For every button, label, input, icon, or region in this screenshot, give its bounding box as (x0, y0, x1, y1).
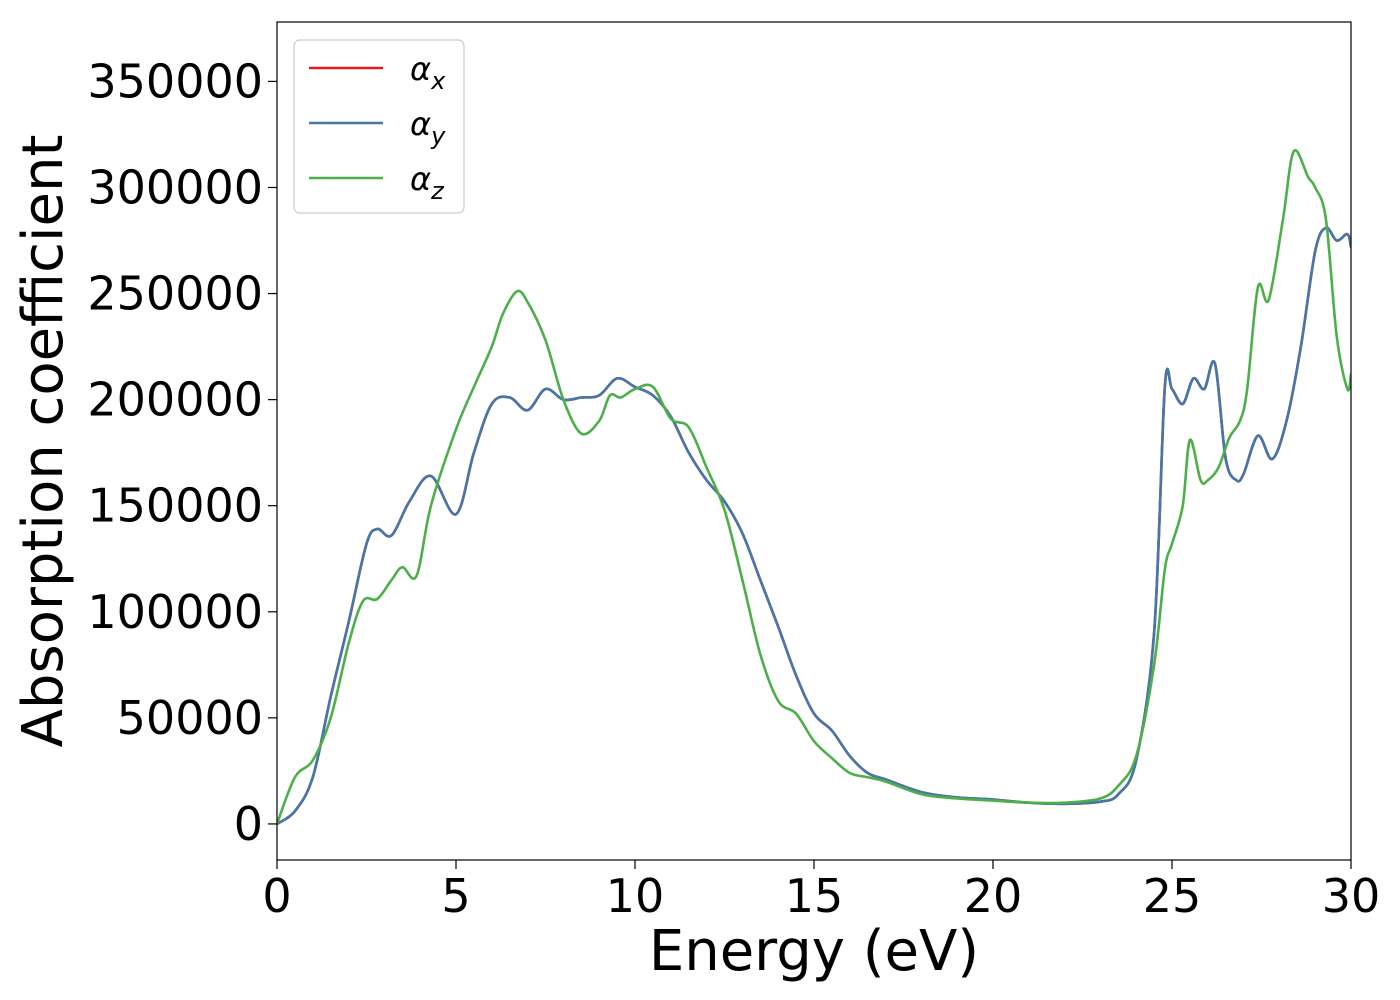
x-tick-label: 30 (1322, 869, 1381, 923)
y-tick-label: 200000 (87, 373, 263, 427)
y-tick-label: 100000 (87, 585, 263, 639)
series-line-z (277, 148, 1351, 826)
legend-label-x: αx (410, 50, 446, 95)
x-tick-label: 0 (262, 869, 291, 923)
legend-label-y: αy (410, 105, 446, 150)
y-tick-label: 250000 (87, 267, 263, 321)
y-axis-title: Absorption coefficient (11, 135, 76, 748)
plot-area (277, 148, 1351, 826)
series-line-y (277, 226, 1351, 826)
x-tick-label: 25 (1143, 869, 1202, 923)
x-tick-label: 10 (606, 869, 665, 923)
ticks: 0 5 10 15 20 25 30 0 50000 100000 150000 200000 2500… (87, 54, 1380, 923)
x-tick-label: 20 (964, 869, 1023, 923)
y-tick-label: 50000 (117, 691, 263, 745)
x-tick-label: 15 (785, 869, 844, 923)
y-tick-label: 0 (234, 797, 263, 851)
x-axis-title: Energy (eV) (649, 919, 979, 984)
legend: αx αy αz (293, 39, 465, 214)
x-tick-label: 5 (441, 869, 470, 923)
y-tick-label: 150000 (87, 479, 263, 533)
legend-box (293, 39, 465, 214)
series-line-x (277, 226, 1351, 826)
y-tick-label: 300000 (87, 160, 263, 214)
legend-label-z: αz (410, 160, 445, 205)
y-tick-label: 350000 (87, 54, 263, 108)
